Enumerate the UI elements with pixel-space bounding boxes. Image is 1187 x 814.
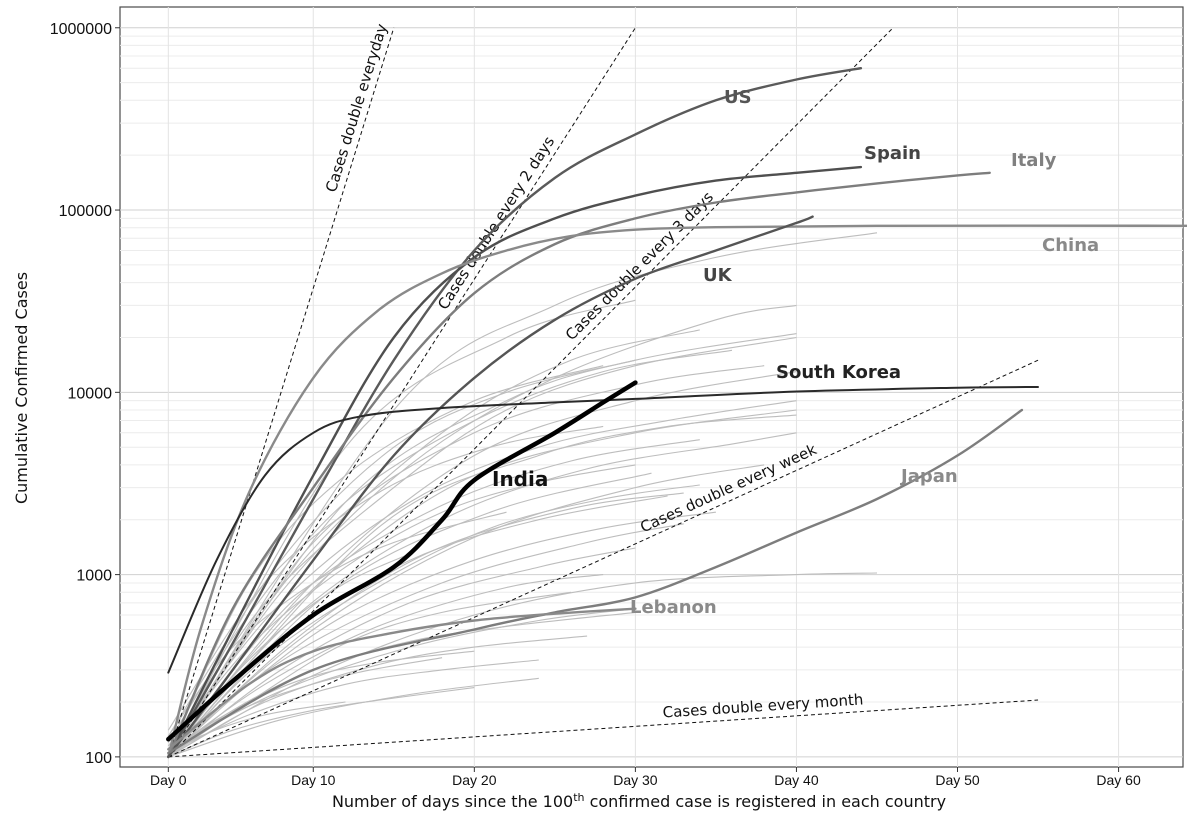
background-country-line — [167, 365, 765, 758]
x-tick-label: Day 10 — [291, 772, 336, 788]
background-country-line — [167, 650, 475, 758]
doubling-guide-line — [167, 27, 636, 758]
series-line-south-korea — [167, 386, 1039, 674]
annotation-uk: UK — [703, 265, 733, 286]
y-tick-label: 1000 — [76, 568, 112, 585]
doubling-guide-line — [167, 27, 395, 758]
background-country-line — [167, 333, 797, 758]
series-line-japan — [167, 408, 1024, 755]
background-country-line — [167, 329, 700, 754]
series-line-china — [167, 224, 1187, 759]
background-country-line — [167, 701, 346, 758]
background-country-line — [168, 635, 588, 758]
background-country-line — [167, 349, 733, 743]
series-line-lebanon — [167, 607, 637, 751]
background-country-line — [167, 232, 878, 758]
background-country-line — [167, 464, 636, 750]
background-country-line — [167, 371, 797, 758]
background-country-lines — [167, 232, 878, 758]
annotation-india: India — [492, 467, 548, 491]
background-country-line — [167, 425, 604, 731]
y-tick-label: 10000 — [68, 385, 113, 402]
x-axis-title: Number of days since the 100th confirmed… — [332, 791, 946, 811]
annotation-lebanon: Lebanon — [630, 597, 717, 618]
background-country-line — [167, 472, 652, 758]
axes: 100 1000 10000 100000 1000000 Day 0 Day 10 Day … — [50, 21, 1141, 788]
background-country-line — [168, 657, 443, 750]
annotation-china: China — [1042, 235, 1099, 256]
y-tick-label: 100 — [85, 750, 112, 767]
background-country-line — [168, 659, 539, 754]
annotation-japan: Japan — [899, 466, 958, 487]
series-line-uk — [167, 215, 814, 759]
x-tick-label: Day 50 — [935, 772, 980, 788]
x-tick-label: Day 40 — [774, 772, 819, 788]
background-country-line — [167, 414, 797, 758]
x-tick-label: Day 30 — [613, 772, 658, 788]
background-country-line — [167, 400, 797, 747]
annotation-italy: Italy — [1011, 150, 1057, 171]
annotations: US Spain Italy China UK South Korea Indi… — [492, 87, 1099, 618]
background-country-line — [168, 677, 539, 758]
annotation-south-korea: South Korea — [776, 362, 901, 383]
background-country-line — [167, 547, 636, 758]
background-country-line — [167, 304, 797, 758]
x-tick-label: Day 20 — [452, 772, 497, 788]
background-country-line — [167, 432, 797, 758]
doubling-guide-line — [168, 699, 1039, 758]
y-tick-label: 1000000 — [50, 21, 112, 38]
series-line-india — [166, 380, 638, 742]
background-country-line — [167, 574, 604, 754]
series-line-us — [167, 67, 863, 759]
x-tick-label: Day 0 — [150, 772, 187, 788]
y-tick-label: 100000 — [59, 203, 112, 220]
background-country-line — [167, 484, 700, 758]
series-line-spain — [167, 165, 863, 759]
doubling-guide-line — [168, 359, 1039, 758]
background-country-line — [168, 687, 475, 758]
annotation-us: US — [724, 87, 752, 108]
background-country-line — [167, 464, 765, 754]
y-axis-title: Cumulative Confirmed Cases — [12, 272, 31, 504]
annotation-spain: Spain — [864, 143, 921, 164]
series-line-italy — [167, 171, 991, 759]
x-tick-label: Day 60 — [1096, 772, 1141, 788]
highlighted-series — [166, 67, 1187, 759]
background-country-line — [167, 492, 684, 758]
